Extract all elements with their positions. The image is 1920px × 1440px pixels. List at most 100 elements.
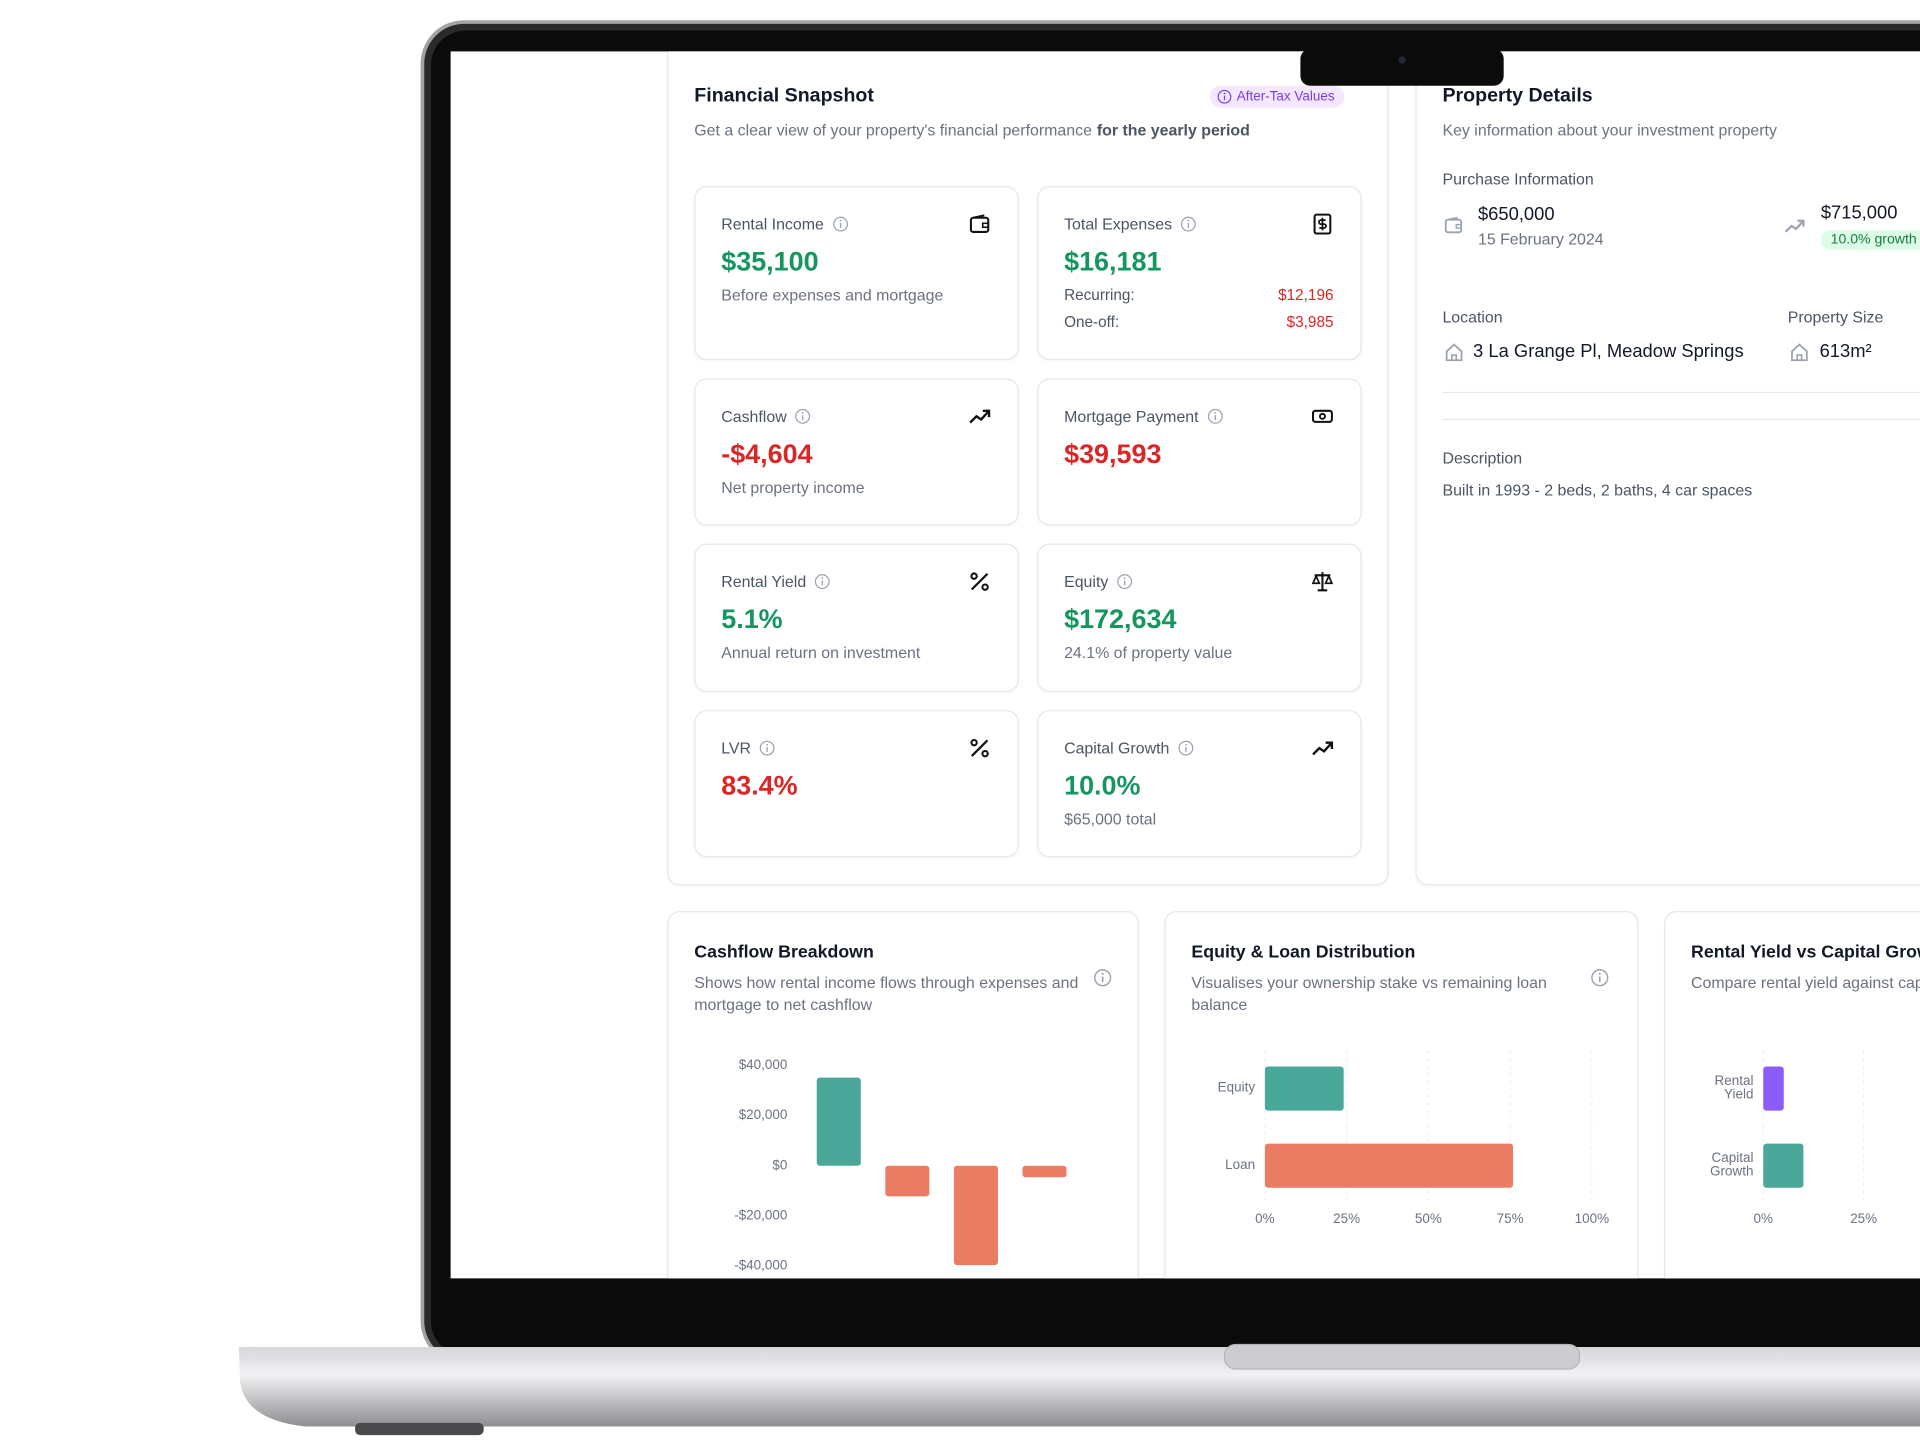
metric-icon: [970, 572, 989, 591]
metric-note: 24.1% of property value: [1064, 643, 1233, 662]
app: Financial Snapshot After-Tax Values Get a …: [451, 51, 1920, 1279]
x-tick-label: 25%: [1850, 1211, 1877, 1226]
section-title: Financial Snapshot: [694, 85, 874, 107]
y-tick-label: -$40,000: [734, 1258, 787, 1273]
bar: [1763, 1143, 1804, 1188]
metric-icon: [1312, 741, 1334, 756]
x-tick-label: 75%: [1497, 1211, 1524, 1226]
bar: [953, 1165, 998, 1266]
y-tick-label: $40,000: [739, 1057, 788, 1072]
metric-value: $39,593: [1064, 438, 1162, 469]
property-size: 613m²: [1819, 341, 1872, 362]
metric-label-row: Capital Growth: [1064, 739, 1194, 757]
screen: Financial Snapshot After-Tax Values Get a …: [450, 51, 1920, 1279]
laptop-foot: [355, 1422, 484, 1436]
x-tick-label: 0%: [1754, 1211, 1773, 1226]
subtitle-bold: for the yearly period: [1096, 120, 1250, 139]
info-icon: [1117, 574, 1133, 590]
divider: [1442, 391, 1920, 394]
x-tick-label: 50%: [1415, 1211, 1442, 1226]
breakdown-value: $12,196: [1278, 286, 1334, 304]
field-heading: Property Size: [1787, 307, 1884, 327]
metric-label: Cashflow: [721, 407, 787, 426]
y-tick-label: -$20,000: [734, 1207, 787, 1222]
metric-icon: [1311, 572, 1334, 592]
info-icon: [815, 574, 831, 590]
metric-card: [694, 378, 1019, 526]
metric-card: [1037, 543, 1362, 692]
metric-card: [694, 186, 1019, 361]
home-icon: [1445, 343, 1463, 362]
metric-icon: [969, 214, 990, 233]
field-heading: Location: [1442, 307, 1503, 327]
metric-label-row: Equity: [1064, 572, 1133, 591]
chart-title: Equity & Loan Distribution: [1191, 942, 1416, 963]
breakdown-value: $3,985: [1286, 313, 1334, 331]
metric-label-row: Cashflow: [721, 407, 811, 426]
chart-subtitle: Compare rental yield against capital gro…: [1691, 973, 1920, 992]
info-icon: [795, 408, 811, 424]
badge-text: After-Tax Values: [1236, 89, 1335, 105]
bar: [1264, 1066, 1344, 1111]
y-tick-label: $0: [772, 1157, 787, 1172]
chart-title: Cashflow Breakdown: [694, 942, 874, 963]
breakdown-label: One-off:: [1064, 313, 1120, 331]
metric-icon: [970, 738, 989, 758]
y-tick-label: Loan: [1225, 1157, 1256, 1173]
x-tick-label: 0%: [1255, 1211, 1274, 1226]
base-notch: [1223, 1343, 1581, 1370]
charts-layer: $40,000 $20,000 $0 -$20,000 -$40,000 0% 25% 50%…: [734, 1050, 1877, 1273]
bar: [1022, 1165, 1067, 1178]
bar: [1264, 1143, 1514, 1188]
metric-label-row: Rental Income: [721, 215, 848, 233]
section-subtitle: Get a clear view of your property's fina…: [694, 121, 1250, 139]
metric-label-row: Mortgage Payment: [1064, 407, 1223, 426]
metric-label-row: Rental Yield: [721, 572, 831, 591]
chart-card: [1664, 911, 1920, 1279]
info-icon: [1207, 408, 1223, 424]
metric-card: [1037, 378, 1362, 526]
y-tick-label: Equity: [1217, 1080, 1256, 1096]
wallet-icon: [1444, 216, 1463, 234]
subtitle-text: Get a clear view of your property's fina…: [694, 120, 1092, 139]
field-heading: Purchase Information: [1442, 169, 1594, 188]
metric-label: Total Expenses: [1064, 214, 1173, 234]
badge: After-Tax Values: [1209, 85, 1345, 108]
metric-value: $172,634: [1064, 603, 1177, 635]
growth-badge: 10.0% growth: [1820, 230, 1920, 250]
metric-card: [1037, 710, 1362, 858]
laptop-base: [238, 1346, 1920, 1427]
y-tick-label: $20,000: [739, 1107, 788, 1122]
info-icon: [760, 740, 775, 756]
metric-label: Rental Income: [721, 214, 824, 234]
y-tick-label: Rental Yield: [1714, 1073, 1754, 1103]
metric-value: $16,181: [1064, 246, 1162, 277]
metric-note: Net property income: [721, 478, 865, 497]
metric-value: 5.1%: [721, 603, 783, 635]
metric-icon: [1311, 409, 1333, 423]
metric-value: 10.0%: [1064, 770, 1141, 801]
metric-note: Annual return on investment: [721, 643, 921, 662]
metric-note: Before expenses and mortgage: [721, 285, 944, 305]
divider: [1442, 418, 1920, 421]
notch: [1300, 48, 1504, 86]
metric-card: [1037, 186, 1362, 361]
badge-icon: [1217, 89, 1232, 104]
info-icon: [1591, 969, 1609, 987]
current-value: $715,000: [1820, 202, 1898, 224]
metric-note: $65,000 total: [1064, 810, 1157, 829]
section-title: Property Details: [1442, 85, 1593, 107]
section-subtitle: Key information about your investment pr…: [1442, 120, 1777, 139]
bar: [1763, 1066, 1784, 1111]
description: Built in 1993 - 2 beds, 2 baths, 4 car s…: [1442, 480, 1753, 499]
info-icon: [1181, 216, 1197, 232]
metric-icon: [1313, 213, 1332, 235]
chart-card: [667, 911, 1139, 1279]
bar: [816, 1077, 861, 1166]
y-tick-label: Capital Growth: [1710, 1151, 1754, 1180]
breakdown-label: Recurring:: [1064, 286, 1135, 304]
metric-card: [694, 543, 1019, 692]
bar: [885, 1165, 930, 1197]
